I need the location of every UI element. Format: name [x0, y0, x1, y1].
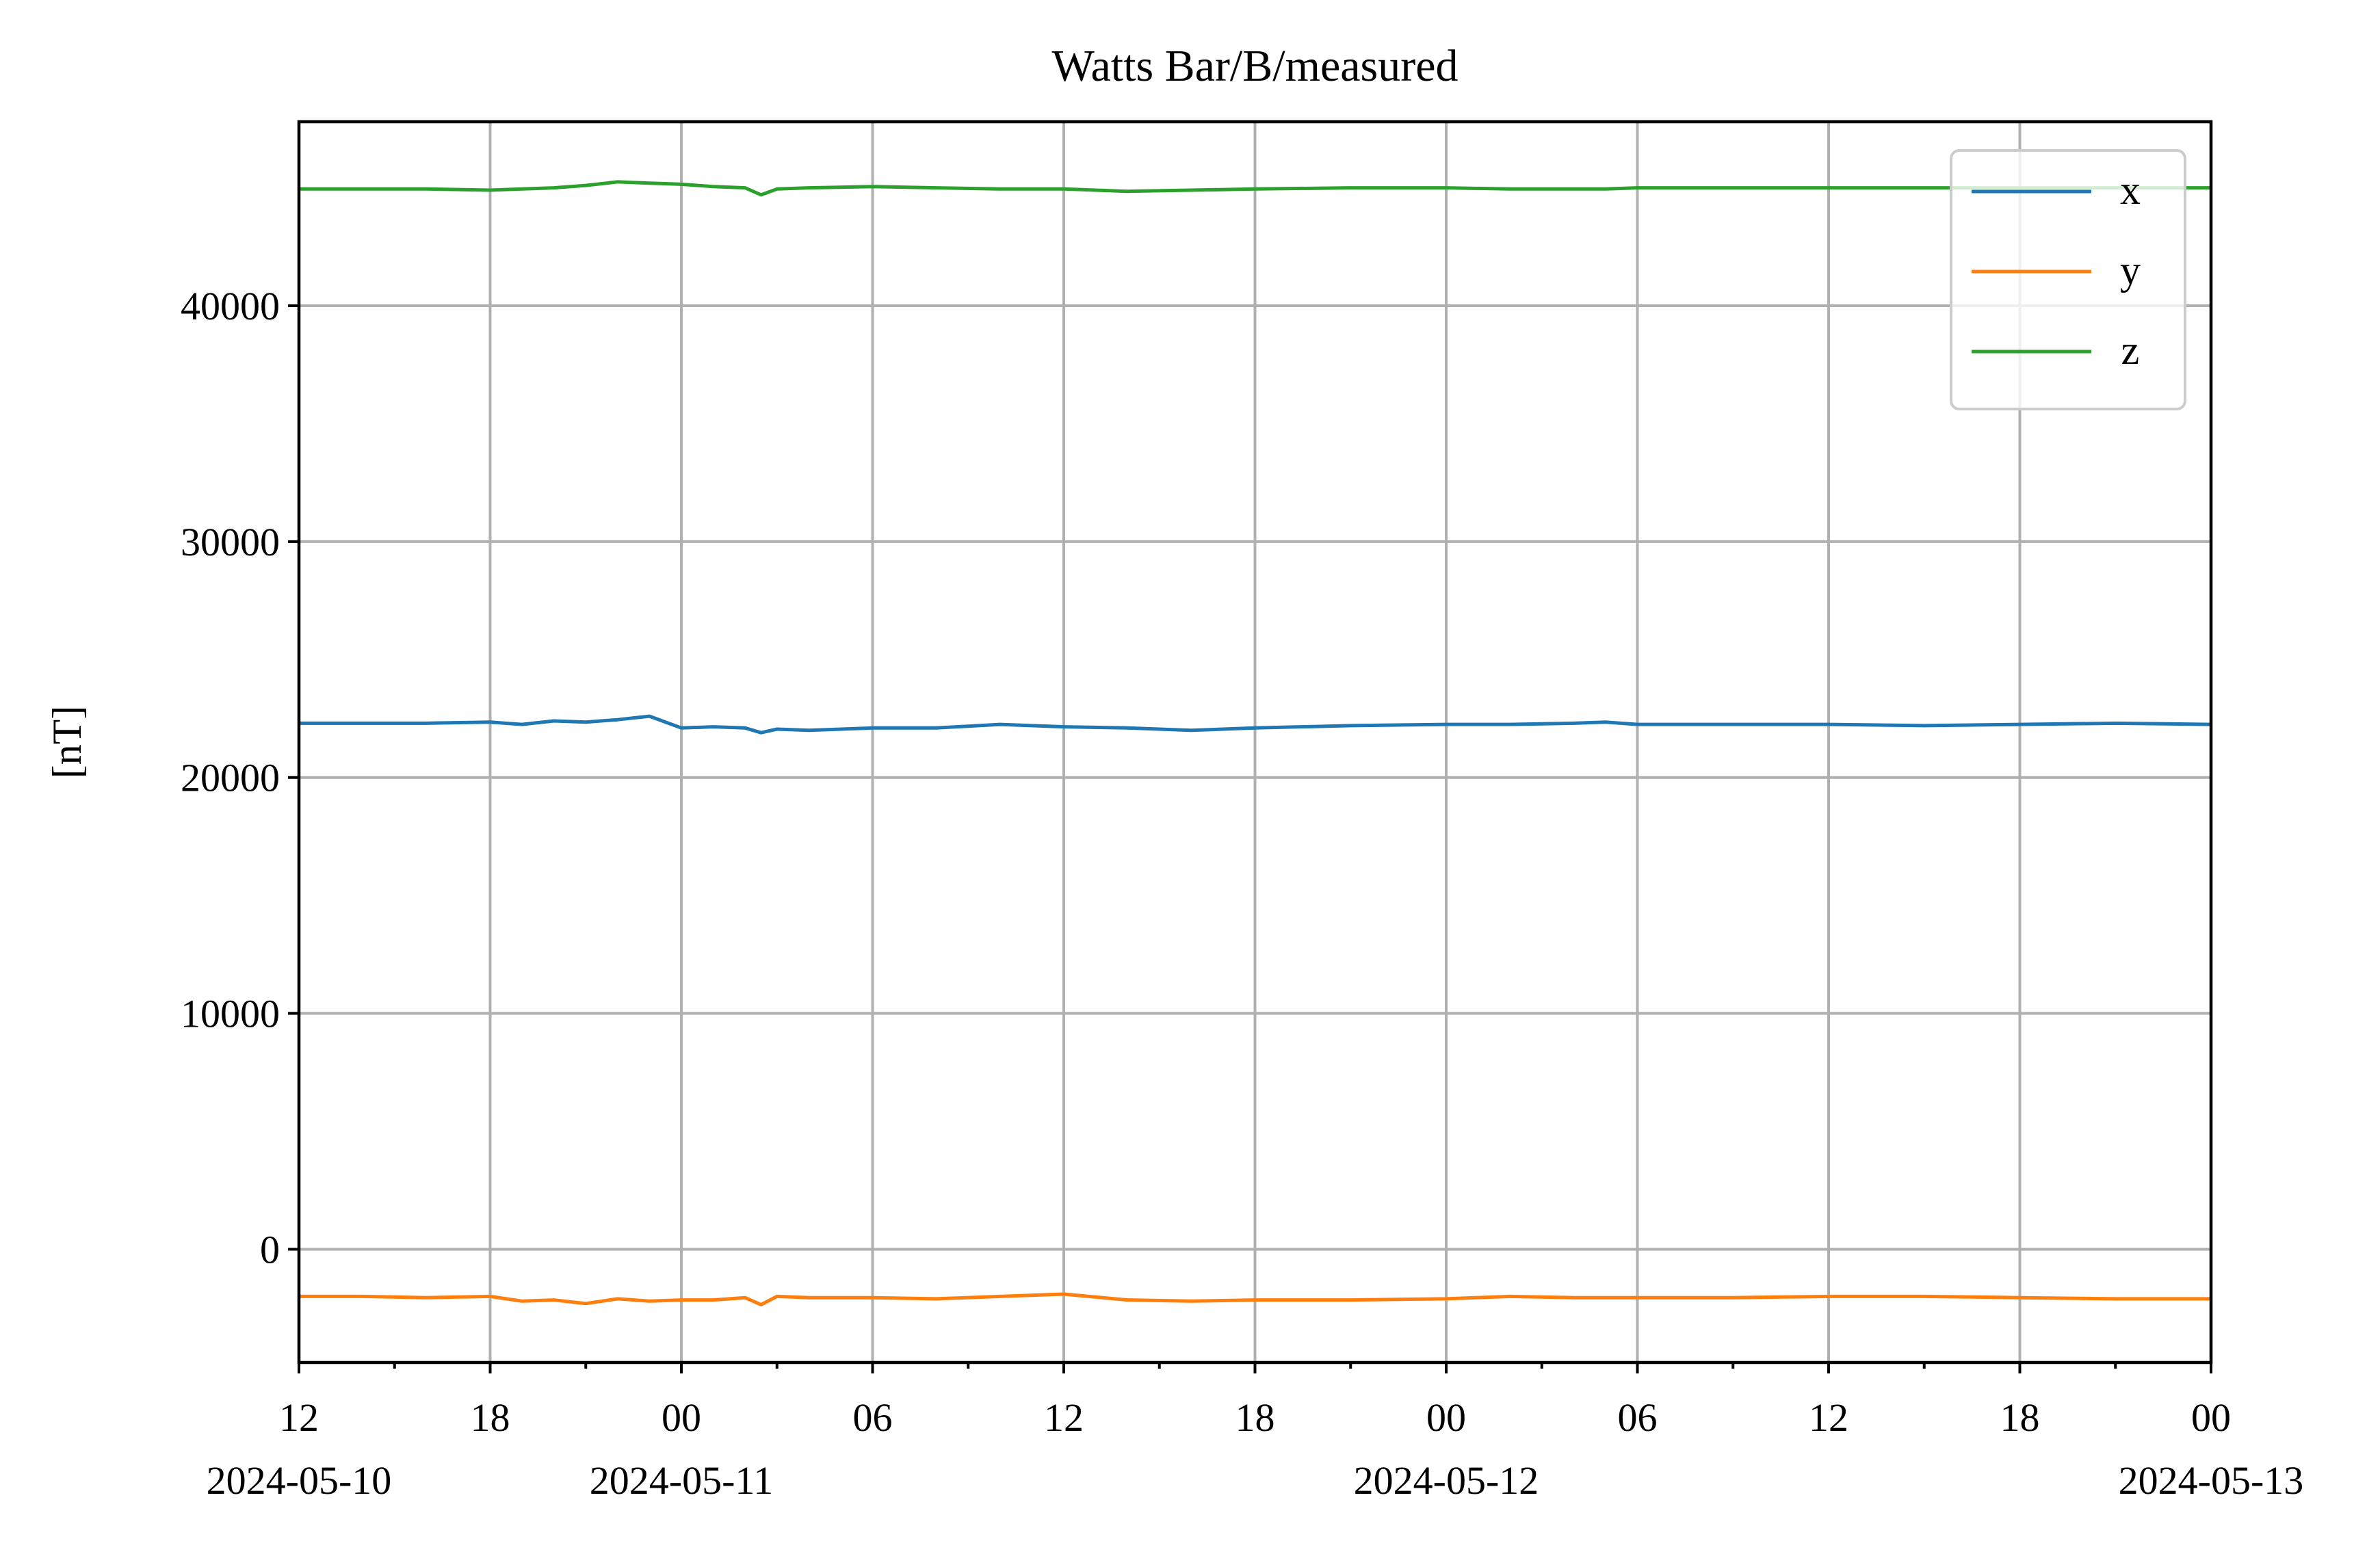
x-date-label: 2024-05-10 — [207, 1458, 392, 1503]
x-tick-label: 18 — [2000, 1395, 2040, 1440]
x-tick-label: 12 — [1044, 1395, 1084, 1440]
chart-title: Watts Bar/B/measured — [1051, 41, 1458, 91]
y-tick-label: 0 — [260, 1227, 280, 1272]
y-tick-label: 30000 — [181, 520, 280, 564]
legend-label-x: x — [2120, 168, 2141, 213]
legend: xyz — [1950, 149, 2186, 410]
x-date-label: 2024-05-11 — [590, 1458, 773, 1503]
x-date-label: 2024-05-13 — [2119, 1458, 2304, 1503]
y-tick-label: 40000 — [181, 284, 280, 328]
x-tick-label: 06 — [853, 1395, 893, 1440]
legend-box — [1950, 149, 2186, 410]
x-tick-label: 18 — [471, 1395, 510, 1440]
x-tick-label: 00 — [662, 1395, 701, 1440]
y-axis-label: [nT] — [44, 706, 90, 779]
y-tick-label: 20000 — [181, 756, 280, 800]
x-tick-label: 06 — [1618, 1395, 1658, 1440]
series-lines — [299, 180, 2211, 1306]
x-tick-label: 12 — [279, 1395, 319, 1440]
x-tick-label: 00 — [2191, 1395, 2231, 1440]
x-tick-label: 00 — [1426, 1395, 1466, 1440]
grid — [298, 122, 2212, 1362]
x-tick-label: 12 — [1809, 1395, 1848, 1440]
legend-label-z: z — [2121, 328, 2140, 373]
series-line-x — [299, 714, 2211, 735]
y-tick-label: 10000 — [181, 992, 280, 1036]
legend-label-y: y — [2120, 248, 2141, 293]
series-line-z — [299, 180, 2211, 197]
x-date-label: 2024-05-12 — [1354, 1458, 1539, 1503]
series-line-y — [299, 1292, 2211, 1306]
x-tick-label: 18 — [1235, 1395, 1275, 1440]
axis-ticks: 0 10000 20000 30000 40000 12 2024-05-10 18 00 202… — [181, 284, 2303, 1503]
